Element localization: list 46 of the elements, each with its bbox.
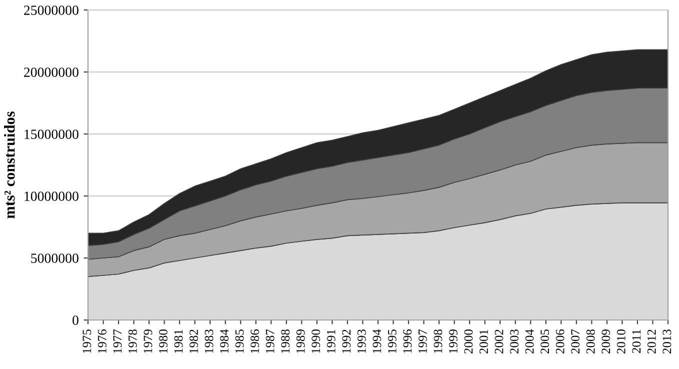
y-tick-label: 10000000 (24, 192, 78, 201)
y-tick-label: 15000000 (24, 130, 78, 139)
x-tick-label: 1997 (418, 329, 427, 353)
y-tick-label: 20000000 (24, 68, 78, 77)
x-tick-label: 1985 (235, 330, 244, 353)
x-tick-label: 2013 (662, 330, 672, 354)
x-tick-label: 1975 (82, 330, 92, 353)
x-tick-label: 1981 (174, 330, 183, 353)
x-tick-label: 1995 (388, 330, 396, 353)
x-tick-label: 1976 (98, 329, 106, 353)
x-tick-label: 1984 (220, 329, 228, 353)
y-tick-label: 5000000 (31, 254, 78, 263)
x-tick-label: 1999 (449, 330, 458, 353)
x-tick-label: 2000 (464, 330, 473, 354)
x-tick-label: 1987 (266, 329, 274, 353)
x-tick-label: 1991 (326, 330, 336, 353)
y-axis-title: mts² construidos (4, 112, 15, 218)
x-tick-label: 2012 (647, 330, 656, 354)
x-tick-label: 2006 (556, 329, 564, 354)
x-tick-label: 1977 (113, 329, 122, 353)
y-tick-label: 25000000 (24, 6, 78, 15)
x-tick-label: 2007 (571, 329, 580, 354)
x-tick-label: 1988 (281, 330, 290, 353)
x-tick-label: 1998 (434, 330, 442, 353)
x-tick-label: 1979 (144, 330, 152, 353)
x-tick-label: 2003 (510, 330, 518, 354)
x-tick-label: 1989 (296, 330, 305, 353)
x-tick-label: 1990 (312, 330, 320, 353)
x-tick-label: 1986 (250, 329, 260, 353)
x-tick-label: 2004 (525, 329, 534, 354)
x-tick-label: 1983 (204, 330, 214, 353)
x-tick-label: 1992 (342, 330, 351, 353)
x-tick-label: 2008 (586, 330, 595, 354)
x-tick-label: 1994 (372, 329, 382, 353)
x-tick-label: 1980 (159, 330, 168, 353)
x-tick-label: 2002 (494, 330, 504, 354)
x-tick-label: 2005 (540, 330, 550, 354)
x-tick-label: 2001 (480, 330, 488, 354)
x-tick-label: 1978 (128, 330, 137, 353)
x-tick-label: 1982 (190, 330, 198, 353)
x-tick-label: 1993 (357, 330, 366, 353)
x-tick-label: 2010 (616, 330, 626, 354)
y-tick-label: 0 (72, 316, 78, 325)
x-tick-label: 2009 (602, 330, 610, 354)
x-tick-label: 2011 (632, 330, 641, 354)
x-tick-label: 1996 (403, 329, 412, 353)
